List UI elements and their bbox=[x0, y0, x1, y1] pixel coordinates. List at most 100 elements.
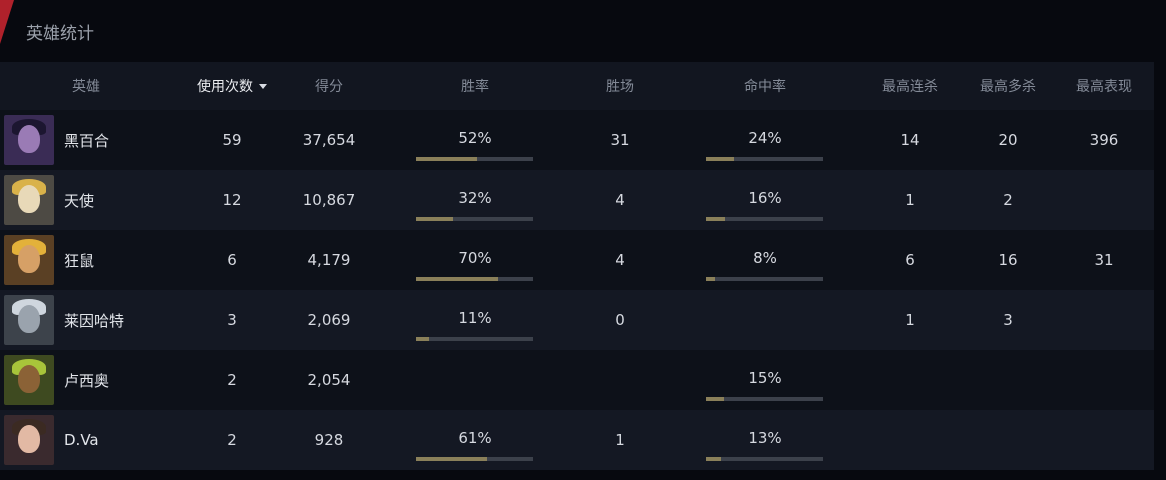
uses-value: 12 bbox=[222, 191, 242, 209]
score-value: 4,179 bbox=[307, 251, 351, 269]
win-rate-bar bbox=[416, 217, 533, 221]
win-rate-value: 52% bbox=[458, 129, 492, 147]
lucio-portrait bbox=[4, 355, 54, 405]
win-rate-bar-fill bbox=[416, 277, 498, 281]
hero-cell: D.Va bbox=[0, 410, 172, 470]
win-rate-cell: 70% bbox=[400, 230, 550, 290]
accuracy-cell: 24% bbox=[690, 110, 840, 170]
table-row[interactable]: 卢西奥 2 2,054 15% bbox=[0, 350, 1154, 410]
table-row[interactable]: 黑百合 59 37,654 52% 31 24% 14 20 396 bbox=[0, 110, 1154, 170]
accuracy-value: 8% bbox=[753, 249, 777, 267]
wins-value: 4 bbox=[615, 251, 625, 269]
table-row[interactable]: 莱因哈特 3 2,069 11% 0 1 3 bbox=[0, 290, 1154, 350]
col-header-uses[interactable]: 使用次数 bbox=[172, 62, 292, 110]
col-header-best-streak[interactable]: 最高连杀 bbox=[882, 79, 938, 95]
win-rate-bar bbox=[416, 457, 533, 461]
win-rate-bar-fill bbox=[416, 157, 477, 161]
wins-value: 1 bbox=[615, 431, 625, 449]
table-row[interactable]: D.Va 2 928 61% 1 13% bbox=[0, 410, 1154, 470]
win-rate-value: 11% bbox=[458, 309, 492, 327]
best-multikill-value: 20 bbox=[998, 131, 1018, 149]
win-rate-value: 61% bbox=[458, 429, 492, 447]
hero-name: D.Va bbox=[64, 431, 99, 449]
best-multikill-value: 3 bbox=[1003, 311, 1013, 329]
sort-desc-icon bbox=[259, 83, 267, 89]
win-rate-bar bbox=[416, 337, 533, 341]
best-performance-value bbox=[1058, 350, 1150, 410]
accuracy-bar-fill bbox=[706, 217, 725, 221]
uses-value: 2 bbox=[227, 431, 237, 449]
hero-name: 天使 bbox=[64, 191, 95, 210]
title-accent-mark bbox=[0, 0, 14, 44]
accuracy-value: 16% bbox=[748, 189, 782, 207]
accuracy-cell: 8% bbox=[690, 230, 840, 290]
table-header-row: 英雄 使用次数 得分 胜率 胜场 命中率 最高连杀 最高多杀 最高表现 bbox=[0, 62, 1154, 110]
col-header-best-performance[interactable]: 最高表现 bbox=[1076, 79, 1132, 95]
score-value: 37,654 bbox=[302, 131, 356, 149]
uses-value: 3 bbox=[227, 311, 237, 329]
table-row[interactable]: 狂鼠 6 4,179 70% 4 8% 6 16 31 bbox=[0, 230, 1154, 290]
hero-cell: 天使 bbox=[0, 170, 172, 230]
win-rate-cell: 61% bbox=[400, 410, 550, 470]
best-multikill-value: 2 bbox=[1003, 191, 1013, 209]
best-performance-value bbox=[1058, 290, 1150, 350]
col-header-wins[interactable]: 胜场 bbox=[606, 79, 634, 95]
win-rate-value: 32% bbox=[458, 189, 492, 207]
accuracy-bar bbox=[706, 397, 823, 401]
widowmaker-portrait bbox=[4, 115, 54, 165]
section-header: 英雄统计 bbox=[0, 0, 1166, 62]
accuracy-cell bbox=[690, 290, 840, 350]
best-performance-value: 31 bbox=[1094, 251, 1114, 269]
hero-cell: 莱因哈特 bbox=[0, 290, 172, 350]
dva-portrait bbox=[4, 415, 54, 465]
best-multikill-value bbox=[960, 350, 1056, 410]
accuracy-bar-fill bbox=[706, 457, 722, 461]
win-rate-value: 70% bbox=[458, 249, 492, 267]
win-rate-bar-fill bbox=[416, 457, 488, 461]
accuracy-bar bbox=[706, 457, 823, 461]
hero-name: 狂鼠 bbox=[64, 251, 95, 270]
best-streak-value: 1 bbox=[905, 311, 915, 329]
accuracy-cell: 15% bbox=[690, 350, 840, 410]
hero-name: 黑百合 bbox=[64, 131, 110, 150]
accuracy-cell: 16% bbox=[690, 170, 840, 230]
col-header-hero[interactable]: 英雄 bbox=[72, 79, 100, 95]
wins-value: 31 bbox=[610, 131, 630, 149]
win-rate-bar bbox=[416, 157, 533, 161]
table-body: 黑百合 59 37,654 52% 31 24% 14 20 396 天使 12… bbox=[0, 110, 1154, 470]
hero-name: 卢西奥 bbox=[64, 371, 110, 390]
score-value: 10,867 bbox=[302, 191, 356, 209]
accuracy-bar bbox=[706, 277, 823, 281]
hero-cell: 卢西奥 bbox=[0, 350, 172, 410]
best-streak-value bbox=[862, 350, 958, 410]
col-header-best-multikill[interactable]: 最高多杀 bbox=[980, 79, 1036, 95]
win-rate-bar-fill bbox=[416, 217, 454, 221]
col-header-accuracy[interactable]: 命中率 bbox=[744, 79, 786, 95]
wins-value bbox=[570, 350, 670, 410]
table-row[interactable]: 天使 12 10,867 32% 4 16% 1 2 bbox=[0, 170, 1154, 230]
best-multikill-value: 16 bbox=[998, 251, 1018, 269]
best-streak-value: 1 bbox=[905, 191, 915, 209]
col-header-uses-label: 使用次数 bbox=[197, 79, 253, 95]
uses-value: 6 bbox=[227, 251, 237, 269]
best-streak-value: 14 bbox=[900, 131, 920, 149]
accuracy-bar-fill bbox=[706, 397, 724, 401]
win-rate-cell bbox=[400, 350, 550, 410]
best-performance-value bbox=[1058, 170, 1150, 230]
win-rate-bar bbox=[416, 277, 533, 281]
best-performance-value: 396 bbox=[1089, 131, 1119, 149]
uses-value: 59 bbox=[222, 131, 242, 149]
accuracy-value: 13% bbox=[748, 429, 782, 447]
section-title: 英雄统计 bbox=[26, 24, 94, 44]
accuracy-bar bbox=[706, 217, 823, 221]
win-rate-cell: 11% bbox=[400, 290, 550, 350]
col-header-score[interactable]: 得分 bbox=[315, 79, 343, 95]
wins-value: 4 bbox=[615, 191, 625, 209]
accuracy-bar bbox=[706, 157, 823, 161]
reinhardt-portrait bbox=[4, 295, 54, 345]
score-value: 2,054 bbox=[307, 371, 351, 389]
win-rate-bar-fill bbox=[416, 337, 429, 341]
col-header-win-rate[interactable]: 胜率 bbox=[461, 79, 489, 95]
junkrat-portrait bbox=[4, 235, 54, 285]
win-rate-cell: 52% bbox=[400, 110, 550, 170]
